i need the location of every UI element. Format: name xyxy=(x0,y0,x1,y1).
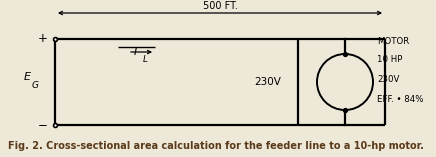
Text: 10 HP: 10 HP xyxy=(377,56,402,65)
Text: 230V: 230V xyxy=(377,75,399,84)
Text: $L$: $L$ xyxy=(142,54,148,65)
Text: 500 FT.: 500 FT. xyxy=(203,1,238,11)
Text: Fig. 2. Cross-sectional area calculation for the feeder line to a 10-hp motor.: Fig. 2. Cross-sectional area calculation… xyxy=(8,141,424,151)
Text: $I$: $I$ xyxy=(133,45,137,57)
Text: $E$: $E$ xyxy=(24,70,33,82)
Text: EFF. • 84%: EFF. • 84% xyxy=(377,95,423,103)
Text: MOTOR: MOTOR xyxy=(377,36,409,46)
Text: $G$: $G$ xyxy=(31,78,39,89)
Text: −: − xyxy=(38,119,48,132)
Text: 230V: 230V xyxy=(255,77,281,87)
Text: +: + xyxy=(38,32,48,46)
